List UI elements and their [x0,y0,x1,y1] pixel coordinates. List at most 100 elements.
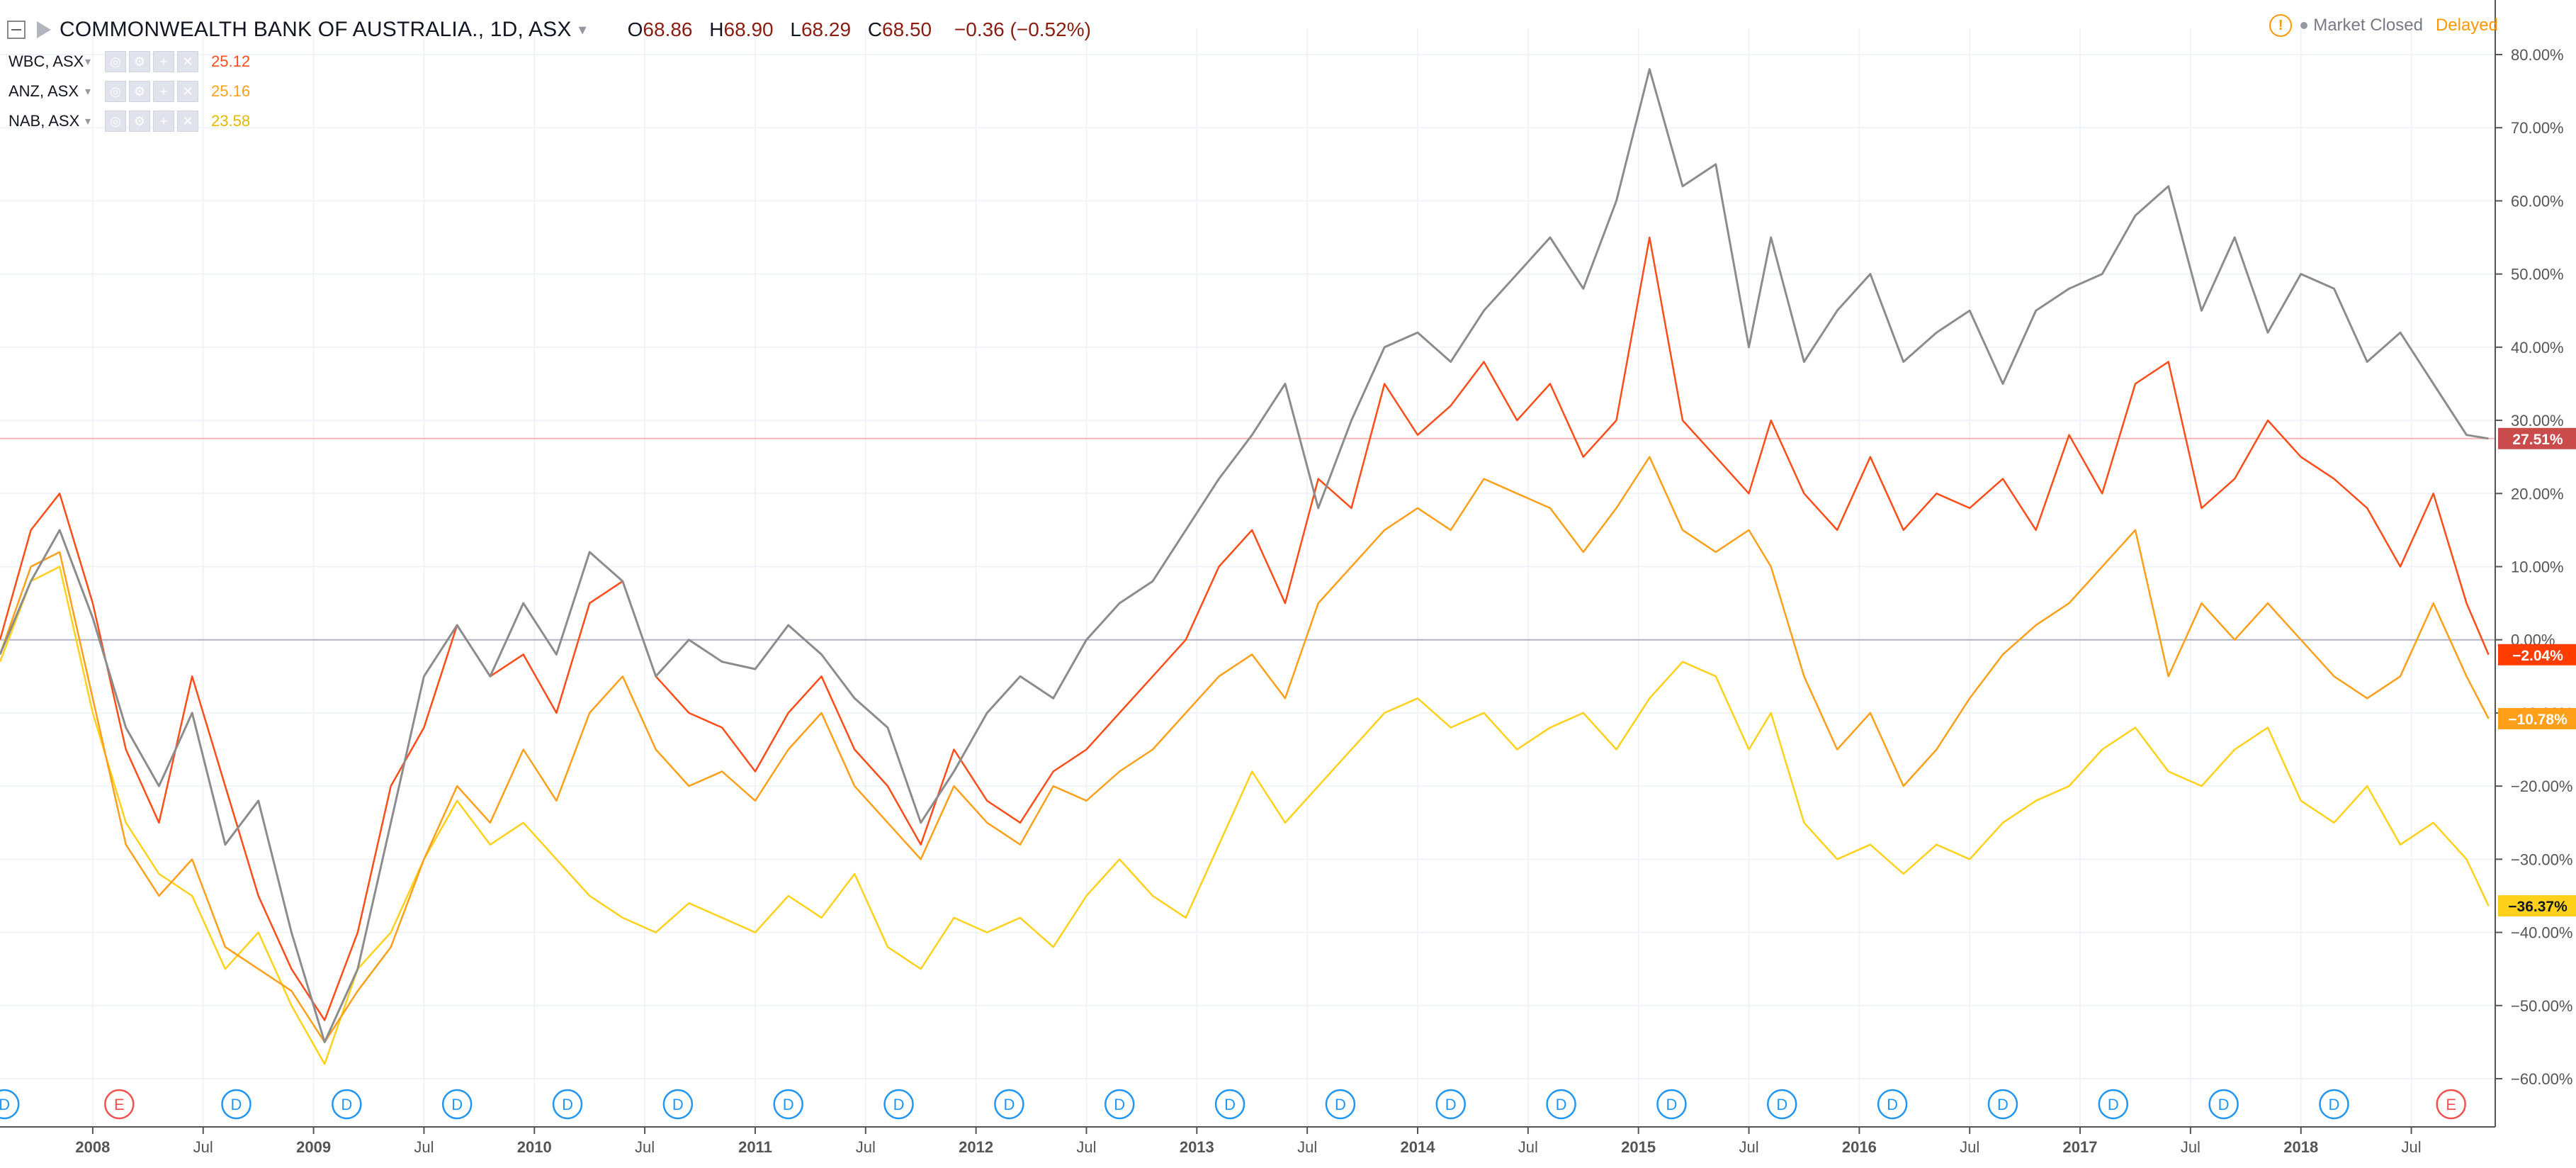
settings-icon[interactable]: ⚙ [129,51,150,72]
y-tick-label: 70.00% [2511,119,2564,137]
y-tick-label: −40.00% [2511,924,2572,942]
dividend-marker[interactable] [994,1089,1024,1120]
eye-icon[interactable]: ◎ [105,51,126,72]
dividend-marker[interactable] [1546,1089,1576,1120]
low-value: 68.29 [801,18,852,40]
x-tick-label: 2013 [1180,1138,1214,1156]
warning-icon[interactable]: ! [2269,14,2293,37]
dividend-marker[interactable] [1656,1089,1687,1120]
dividend-marker-label: D [1887,1096,1898,1113]
collapse-toggle-icon[interactable] [7,21,26,39]
dividend-marker[interactable] [1767,1089,1797,1120]
dividend-marker-label: D [2108,1096,2119,1113]
dividend-marker[interactable] [773,1089,803,1120]
eye-icon[interactable]: ◎ [105,81,126,102]
dividend-marker[interactable] [441,1089,473,1120]
dividend-marker[interactable] [1214,1089,1245,1120]
x-tick-label: Jul [1739,1138,1758,1156]
x-tick-label: 2017 [2063,1138,2098,1156]
dividend-marker-label: D [341,1096,352,1113]
dividend-marker[interactable] [2208,1089,2239,1120]
legend-name[interactable]: WBC, ASX [9,52,84,70]
dividend-marker[interactable] [1435,1089,1466,1120]
dividend-marker-label: D [1114,1096,1125,1113]
plus-icon[interactable]: + [153,51,174,72]
close-icon[interactable]: ✕ [177,81,198,102]
y-tick-label: −20.00% [2511,777,2572,795]
delayed-label[interactable]: Delayed [2435,16,2498,35]
earnings-marker-label: E [2446,1096,2456,1113]
dividend-marker[interactable] [2098,1089,2129,1120]
y-tick-label: −50.00% [2511,997,2572,1015]
last-value-label: −10.78% [2508,712,2567,728]
series-line-anz [0,456,2490,1043]
close-icon[interactable]: ✕ [177,51,198,72]
symbol-title[interactable]: COMMONWEALTH BANK OF AUSTRALIA., 1D, ASX [60,18,572,41]
dividend-marker[interactable] [2319,1089,2349,1120]
x-tick-label: 2016 [1842,1138,1877,1156]
dividend-marker[interactable] [1877,1089,1908,1120]
dividend-marker-label: D [1997,1096,2009,1113]
y-tick-label: 30.00% [2511,412,2564,429]
chevron-down-icon[interactable]: ▾ [578,21,587,38]
price-change: −0.36 (−0.52%) [954,18,1091,40]
plus-icon[interactable]: + [153,81,174,102]
y-tick-label: 10.00% [2511,558,2564,576]
x-tick-label: 2018 [2283,1138,2318,1156]
earnings-marker[interactable] [2436,1089,2466,1120]
x-tick-label: Jul [856,1138,876,1156]
legend-name[interactable]: NAB, ASX [9,112,80,130]
series-line-nab [0,566,2490,1065]
dividend-marker[interactable] [1987,1089,2018,1120]
settings-icon[interactable]: ⚙ [129,111,150,132]
last-value-tag [2498,895,2576,917]
status-dot-icon [2300,22,2308,29]
dividend-marker-label: D [1003,1096,1015,1113]
market-closed-label: Market Closed [2313,16,2423,35]
flag-icon[interactable] [37,21,51,38]
legend-row-anz[interactable]: ANZ, ASX ▾ ◎ ⚙ + ✕ 25.16 [9,81,250,102]
dividend-marker[interactable] [1104,1089,1135,1120]
close-value: 68.50 [882,18,932,40]
dividend-marker-label: D [562,1096,573,1113]
legend-name[interactable]: ANZ, ASX [9,82,79,100]
dividend-marker-label: D [451,1096,463,1113]
dividend-marker[interactable] [552,1089,583,1120]
legend-row-wbc[interactable]: WBC, ASX ▾ ◎ ⚙ + ✕ 25.12 [9,51,250,72]
legend-value: 25.12 [211,52,251,70]
dividend-marker-label: D [1224,1096,1236,1113]
chart-header: COMMONWEALTH BANK OF AUSTRALIA., 1D, ASX… [7,13,1091,47]
dividend-marker[interactable] [883,1089,914,1120]
x-tick-label: Jul [1960,1138,1979,1156]
last-value-label: −2.04% [2512,648,2563,664]
dividend-marker[interactable] [0,1089,20,1120]
close-icon[interactable]: ✕ [177,111,198,132]
earnings-marker[interactable] [104,1089,135,1120]
dividend-marker-label: D [0,1096,10,1113]
chevron-down-icon[interactable]: ▾ [85,116,91,128]
dividend-marker[interactable] [221,1089,252,1120]
dividend-marker-label: D [1445,1096,1457,1113]
legend-row-nab[interactable]: NAB, ASX ▾ ◎ ⚙ + ✕ 23.58 [9,111,250,132]
open-value: 68.86 [643,18,693,40]
series-line-wbc [0,236,2490,1021]
plus-icon[interactable]: + [153,111,174,132]
dividend-marker-label: D [783,1096,794,1113]
dividend-marker-label: D [893,1096,905,1113]
x-tick-label: Jul [2401,1138,2421,1156]
legend-value: 25.16 [211,82,251,100]
dividend-marker[interactable] [1325,1089,1356,1120]
eye-icon[interactable]: ◎ [105,111,126,132]
dividend-marker-label: D [2218,1096,2230,1113]
last-value-label: 27.51% [2512,432,2563,448]
dividend-marker[interactable] [332,1089,362,1120]
legend-value: 23.58 [211,112,251,130]
chevron-down-icon[interactable]: ▾ [85,56,91,68]
y-tick-label: 20.00% [2511,485,2564,502]
chevron-down-icon[interactable]: ▾ [85,86,91,98]
settings-icon[interactable]: ⚙ [129,81,150,102]
x-tick-label: 2015 [1621,1138,1656,1156]
dividend-marker[interactable] [662,1089,694,1120]
dividend-marker-label: D [1666,1096,1677,1113]
